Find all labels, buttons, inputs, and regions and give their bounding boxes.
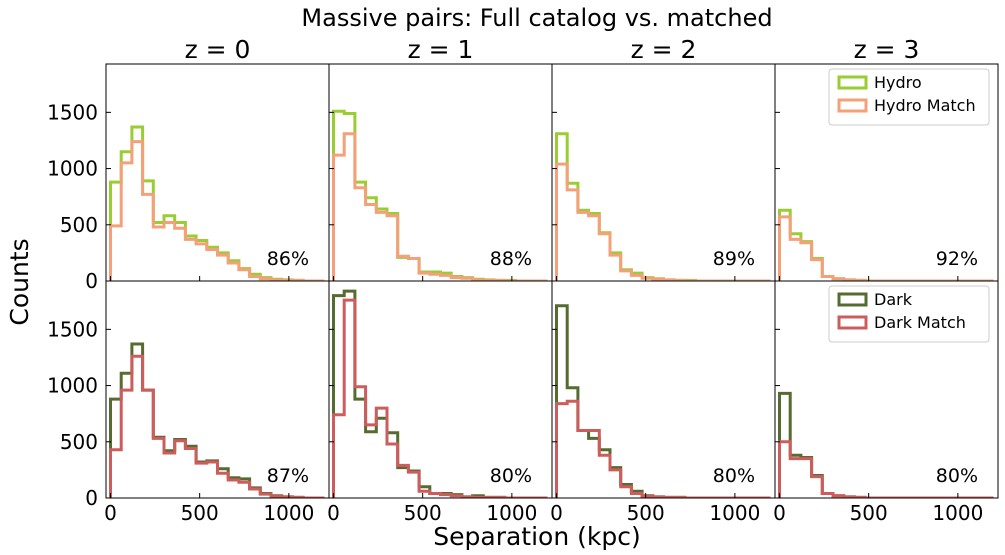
y-axis-label: Counts [5, 238, 34, 325]
match-percentage-label: 88% [490, 248, 532, 270]
histogram-hydro-match [778, 215, 994, 281]
legend-entry-label: Hydro Match [874, 96, 976, 115]
histogram-hydro-match [332, 132, 548, 281]
panel-r0-c0: 86% z = 0 0 500 1000 1500 [47, 35, 330, 293]
x-tick-label: 1000 [486, 501, 537, 525]
match-percentage-label: 80% [490, 465, 532, 487]
legend-swatch [837, 75, 868, 90]
histogram-hydro-match [555, 162, 771, 281]
y-tick-label: 1500 [47, 100, 98, 124]
legend: Dark Dark Match [828, 285, 990, 343]
column-title: z = 1 [408, 35, 474, 64]
column-title: z = 2 [631, 35, 697, 64]
x-tick-label: 0 [550, 501, 563, 525]
y-tick-label: 500 [60, 213, 98, 237]
column-title: z = 3 [854, 35, 920, 64]
histogram-dark-match [332, 298, 548, 498]
x-tick-label: 500 [181, 501, 219, 525]
panel-r1-c3: 80% 0 500 1000 Dark Dark Match [773, 280, 999, 525]
match-percentage-label: 89% [713, 248, 755, 270]
panels-layer: 86% z = 0 0 500 1000 1500 88% z = 1 89% z = 2 92% z… [47, 35, 999, 525]
panel-frame [774, 280, 999, 499]
panel-r1-c2: 80% 0 500 1000 [550, 280, 776, 525]
x-tick-label: 1000 [709, 501, 760, 525]
y-tick-label: 0 [85, 486, 98, 510]
x-axis-label: Separation (kpc) [433, 522, 640, 551]
x-tick-label: 500 [850, 501, 888, 525]
x-tick-label: 500 [627, 501, 665, 525]
y-tick-label: 0 [85, 269, 98, 293]
panel-r1-c0: 87% 0 500 1000 1500 0 500 1000 [47, 280, 330, 525]
match-percentage-label: 92% [936, 248, 978, 270]
legend-entry-label: Dark Match [874, 313, 966, 332]
match-percentage-label: 86% [267, 248, 309, 270]
histogram-dark-match [109, 354, 325, 498]
panel-r0-c1: 88% z = 1 [328, 35, 553, 282]
match-percentage-label: 87% [267, 465, 309, 487]
x-tick-label: 0 [104, 501, 117, 525]
legend-swatch [837, 98, 868, 113]
panel-r0-c2: 89% z = 2 [551, 35, 776, 282]
panel-r0-c3: 92% z = 3 Hydro Hydro Match [774, 35, 999, 282]
legend-box [828, 285, 990, 343]
histogram-dark-match [778, 440, 994, 498]
legend: Hydro Hydro Match [828, 68, 990, 126]
x-tick-label: 500 [404, 501, 442, 525]
x-tick-label: 1000 [932, 501, 983, 525]
legend-swatch [837, 292, 868, 307]
y-tick-label: 500 [60, 430, 98, 454]
match-percentage-label: 80% [713, 465, 755, 487]
x-tick-label: 0 [327, 501, 340, 525]
x-tick-label: 0 [773, 501, 786, 525]
match-percentage-label: 80% [936, 465, 978, 487]
legend-entry-label: Dark [874, 290, 913, 309]
panel-r1-c1: 80% 0 500 1000 [327, 280, 553, 525]
histogram-dark-match [555, 399, 771, 498]
histogram-hydro-match [109, 140, 325, 281]
y-tick-label: 1500 [47, 317, 98, 341]
legend-swatch [837, 315, 868, 330]
figure-title: Massive pairs: Full catalog vs. matched [301, 4, 772, 32]
y-tick-label: 1000 [47, 157, 98, 181]
column-title: z = 0 [185, 35, 251, 64]
legend-box [828, 68, 990, 126]
legend-entry-label: Hydro [874, 73, 922, 92]
x-tick-label: 1000 [263, 501, 314, 525]
y-tick-label: 1000 [47, 374, 98, 398]
